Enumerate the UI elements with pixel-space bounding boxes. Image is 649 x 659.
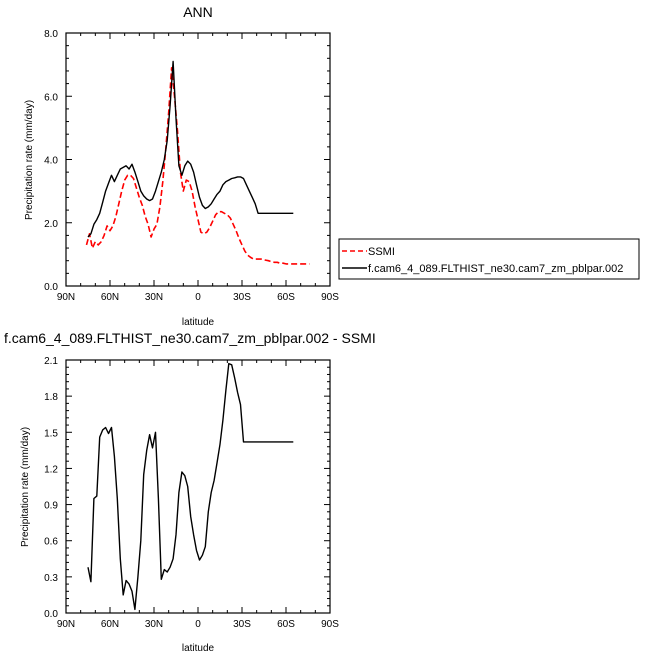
top-series-line-0 (85, 67, 310, 265)
top-chart-frame (65, 32, 331, 287)
top-x-tick-label: 90S (321, 292, 339, 303)
top-y-tick-label: 8.0 (44, 29, 58, 40)
bottom-chart-ylabel: Precipitation rate (mm/day) (20, 427, 31, 547)
top-series-line-1 (87, 60, 294, 238)
bottom-x-tick-label: 90N (57, 619, 75, 630)
legend-label-ssmi: SSMI (368, 246, 395, 258)
bottom-chart: f.cam6_4_089.FLTHIST_ne30.cam7_zm_pblpar… (4, 330, 376, 654)
bottom-x-tick-label: 60S (277, 619, 295, 630)
bottom-x-tick-label: 30N (145, 619, 163, 630)
bottom-y-tick-label: 1.5 (44, 428, 58, 439)
top-y-tick-label: 2.0 (44, 219, 58, 230)
bottom-chart-ticks: 90N 60N 30N 0 30S 60S 90S 0.0 0.3 0.6 0.9 1.2 1.5 1.8… (44, 356, 339, 630)
top-chart: ANN Precipitation rate (mm/day) latitude… (24, 4, 339, 328)
bottom-chart-series (87, 362, 294, 611)
bottom-y-tick-label: 1.2 (44, 464, 58, 475)
top-y-tick-label: 4.0 (44, 156, 58, 167)
top-x-tick-label: 90N (57, 292, 75, 303)
bottom-y-tick-label: 0.9 (44, 501, 58, 512)
top-chart-ticks: 90N 60N 30N 0 30S 60S 90S 0.0 2.0 4.0 6.0 8.0 (44, 29, 339, 303)
bottom-x-tick-label: 0 (195, 619, 201, 630)
legend-label-model: f.cam6_4_089.FLTHIST_ne30.cam7_zm_pblpar… (368, 263, 623, 275)
bottom-chart-xlabel: latitude (182, 643, 215, 654)
bottom-y-tick-label: 0.6 (44, 537, 58, 548)
bottom-x-tick-label: 60N (101, 619, 119, 630)
bottom-chart-title: f.cam6_4_089.FLTHIST_ne30.cam7_zm_pblpar… (4, 330, 376, 346)
top-chart-xlabel: latitude (182, 317, 215, 328)
bottom-series-line-0 (87, 362, 294, 611)
bottom-x-tick-label: 90S (321, 619, 339, 630)
top-chart-series (85, 60, 310, 265)
legend: SSMI f.cam6_4_089.FLTHIST_ne30.cam7_zm_p… (338, 238, 640, 280)
top-chart-ylabel: Precipitation rate (mm/day) (24, 100, 35, 220)
bottom-x-tick-label: 30S (233, 619, 251, 630)
bottom-y-tick-label: 1.8 (44, 392, 58, 403)
legend-box (338, 238, 640, 280)
top-x-tick-label: 60N (101, 292, 119, 303)
top-x-tick-label: 60S (277, 292, 295, 303)
top-x-tick-label: 0 (195, 292, 201, 303)
top-x-tick-label: 30S (233, 292, 251, 303)
bottom-y-tick-label: 2.1 (44, 356, 58, 367)
bottom-y-tick-label: 0.3 (44, 573, 58, 584)
bottom-chart-frame (65, 359, 331, 614)
top-y-tick-label: 6.0 (44, 92, 58, 103)
top-x-tick-label: 30N (145, 292, 163, 303)
bottom-y-tick-label: 0.0 (44, 609, 58, 620)
top-chart-title: ANN (183, 4, 213, 20)
top-y-tick-label: 0.0 (44, 282, 58, 293)
